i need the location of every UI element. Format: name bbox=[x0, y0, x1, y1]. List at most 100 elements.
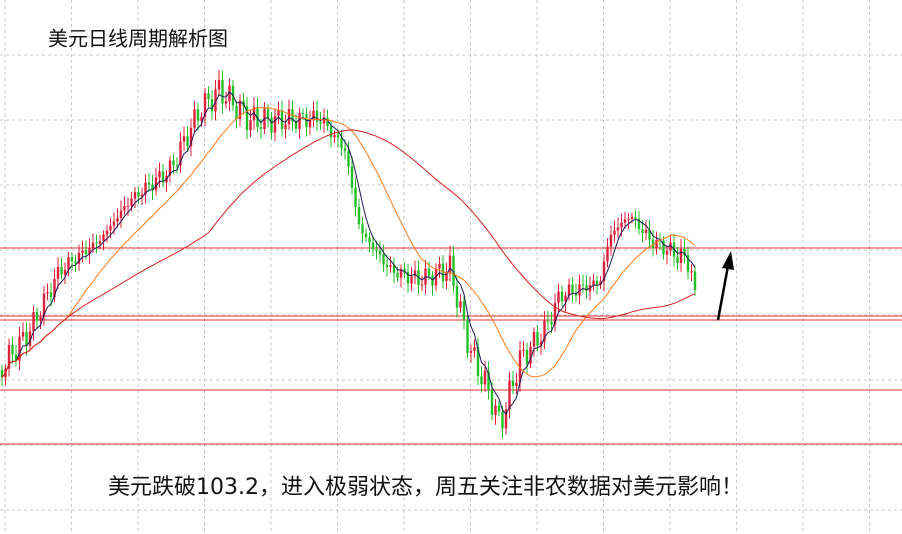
candle-body bbox=[515, 382, 518, 387]
candle-body bbox=[473, 347, 476, 352]
candle-body bbox=[308, 118, 312, 128]
candles bbox=[0, 70, 697, 439]
candle-body bbox=[25, 331, 28, 346]
candle-body bbox=[571, 284, 574, 293]
candle-body bbox=[543, 320, 546, 342]
candle-body bbox=[284, 124, 287, 130]
candle-body bbox=[536, 332, 539, 346]
candle-body bbox=[32, 311, 35, 332]
candle-body bbox=[525, 349, 529, 364]
candle-body bbox=[88, 248, 91, 255]
candle-body bbox=[385, 264, 389, 268]
candle-body bbox=[63, 269, 67, 275]
candle-body bbox=[53, 278, 56, 298]
candle-body bbox=[630, 216, 634, 219]
candle-body bbox=[361, 224, 364, 234]
candle-body bbox=[396, 272, 399, 278]
candle-body bbox=[333, 135, 336, 138]
candle-body bbox=[595, 280, 599, 285]
candle-body bbox=[158, 171, 161, 178]
candle-body bbox=[46, 292, 49, 294]
candle-body bbox=[550, 321, 553, 325]
moving-average bbox=[1, 91, 696, 415]
candle-body bbox=[287, 109, 291, 125]
candle-body bbox=[504, 409, 508, 429]
candle-body bbox=[130, 198, 133, 206]
candle-body bbox=[529, 346, 532, 364]
candle-body bbox=[98, 241, 102, 244]
candle-body bbox=[7, 345, 11, 369]
arrow-shaft bbox=[716, 265, 730, 321]
candle-body bbox=[0, 370, 4, 378]
candle-body bbox=[476, 347, 480, 377]
candle-body bbox=[340, 137, 343, 149]
candle-body bbox=[168, 160, 172, 176]
candle-body bbox=[175, 165, 179, 167]
candle-body bbox=[294, 121, 298, 129]
candle-body bbox=[441, 263, 445, 281]
candle-body bbox=[172, 160, 175, 166]
candle-body bbox=[364, 233, 368, 238]
candle-body bbox=[329, 126, 333, 138]
candle-body bbox=[483, 370, 487, 385]
candle-body bbox=[95, 242, 98, 244]
candle-body bbox=[567, 284, 571, 296]
candle-body bbox=[448, 255, 452, 273]
candle-body bbox=[133, 191, 137, 199]
candle-body bbox=[126, 205, 130, 207]
candle-body bbox=[266, 108, 270, 118]
candle-body bbox=[679, 248, 683, 263]
candle-body bbox=[371, 242, 375, 250]
candle-body bbox=[609, 234, 613, 247]
candle-body bbox=[319, 121, 322, 124]
candle-body bbox=[144, 182, 147, 195]
candle-body bbox=[641, 229, 644, 233]
candle-body bbox=[413, 270, 417, 277]
candle-body bbox=[497, 405, 501, 412]
candle-body bbox=[445, 272, 448, 281]
candle-body bbox=[161, 171, 165, 183]
candle-body bbox=[112, 221, 116, 226]
candle-body bbox=[123, 205, 126, 211]
candle-body bbox=[487, 370, 490, 391]
candle-body bbox=[228, 85, 231, 102]
candle-body bbox=[221, 80, 224, 104]
candle-body bbox=[651, 239, 655, 248]
candle-body bbox=[553, 302, 557, 325]
candle-body bbox=[256, 106, 259, 127]
candle-body bbox=[686, 255, 690, 272]
candle-body bbox=[613, 230, 616, 235]
candle-body bbox=[196, 109, 200, 121]
candle-body bbox=[326, 117, 329, 127]
candle-body bbox=[683, 248, 686, 256]
candle-body bbox=[116, 218, 119, 222]
candle-body bbox=[375, 249, 378, 251]
candle-body bbox=[137, 191, 140, 197]
candle-body bbox=[28, 331, 32, 346]
candle-body bbox=[350, 166, 354, 188]
candle-body bbox=[560, 291, 564, 302]
candle-body bbox=[14, 354, 18, 361]
caption: 美元跌破103.2，进入极弱状态，周五关注非农数据对美元影响！ bbox=[108, 475, 743, 500]
candle-body bbox=[406, 271, 410, 284]
candle-body bbox=[480, 376, 483, 385]
candle-body bbox=[77, 252, 81, 264]
candle-body bbox=[217, 80, 221, 90]
candle-body bbox=[455, 285, 459, 308]
candle-body bbox=[182, 136, 186, 142]
candle-body bbox=[602, 261, 606, 282]
moving-average bbox=[1, 129, 696, 378]
candle-body bbox=[105, 230, 109, 235]
candle-body bbox=[522, 349, 525, 351]
candle-body bbox=[532, 332, 536, 347]
candle-body bbox=[648, 229, 651, 240]
candle-body bbox=[620, 222, 623, 228]
candle-body bbox=[581, 284, 585, 286]
candle-body bbox=[578, 284, 581, 296]
candle-body bbox=[60, 266, 63, 275]
candle-body bbox=[11, 345, 14, 355]
candle-body bbox=[56, 266, 60, 279]
moving-averages bbox=[1, 91, 696, 415]
candle-body bbox=[662, 240, 665, 255]
candle-body bbox=[347, 151, 350, 167]
